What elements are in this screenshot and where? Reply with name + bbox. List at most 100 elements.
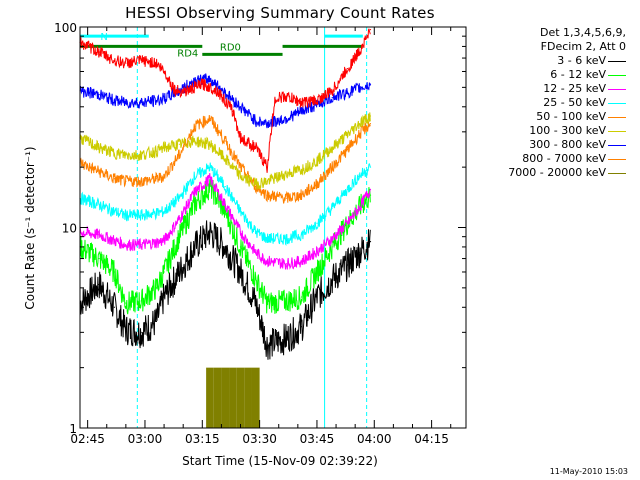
series-1-point-11 [239, 246, 242, 248]
series-3-point-1 [98, 204, 100, 206]
series-0-point-19 [358, 251, 360, 254]
series-8-bin-1 [213, 367, 222, 428]
series-2-point-11 [239, 231, 242, 233]
series-1-point-13 [266, 302, 268, 304]
flag-label-0: N [100, 32, 107, 43]
series-5-point-14 [285, 173, 287, 175]
series-8-bin-0 [206, 367, 214, 428]
x-axis-label: Start Time (15-Nov-09 02:39:22) [182, 454, 378, 468]
series-5-point-17 [331, 147, 333, 149]
series-6-line [79, 73, 371, 129]
series-2-point-3 [125, 244, 127, 246]
series-4-point-19 [358, 134, 360, 136]
series-9-point-10 [216, 90, 219, 92]
series-9-point-18 [316, 99, 318, 102]
legend-item-1: 6 - 12 keV [478, 68, 628, 82]
series-5-point-5 [155, 150, 158, 152]
series-9-point-11 [232, 110, 234, 112]
series-3-point-17 [331, 207, 333, 209]
x-tick-label-3: 03:30 [242, 432, 277, 446]
series-9 [79, 28, 372, 173]
series-6-point-6 [163, 97, 165, 100]
series-6 [79, 73, 372, 129]
series-2-point-9 [209, 178, 211, 180]
legend-item-5: 100 - 300 keV [478, 124, 628, 138]
series-6-point-11 [239, 106, 242, 108]
footer-timestamp: 11-May-2010 15:03 [549, 467, 628, 476]
series-5 [79, 112, 372, 191]
series-0-point-1 [98, 283, 100, 286]
series-6-point-13 [266, 122, 268, 125]
series-9-point-12 [239, 137, 242, 139]
series-1-point-15 [301, 296, 303, 298]
series-4-point-13 [266, 194, 268, 196]
series-1-point-7 [178, 236, 180, 238]
series-6-point-15 [301, 110, 303, 112]
series-4-point-10 [224, 140, 226, 142]
series-1-point-16 [316, 271, 318, 273]
series-2-point-14 [285, 263, 287, 265]
series-9-point-9 [201, 83, 203, 85]
series-4 [79, 114, 372, 204]
legend-swatch [608, 75, 626, 76]
series-0-point-6 [163, 296, 165, 298]
series-2-point-2 [113, 240, 115, 242]
series-4-point-1 [98, 171, 100, 173]
series-6-point-12 [255, 120, 257, 122]
legend-swatch [608, 145, 626, 146]
y-axis-label: Count Rate (s⁻¹ detector⁻¹) [23, 146, 37, 310]
legend-item-8: 7000 - 20000 keV [478, 166, 628, 180]
series-4-point-17 [331, 166, 333, 168]
series-5-point-12 [255, 183, 257, 185]
series-3-point-12 [255, 231, 257, 233]
series-8-bin-6 [251, 367, 260, 428]
x-tick-label-1: 03:00 [128, 432, 163, 446]
series-6-point-3 [125, 101, 127, 104]
series-4-point-3 [125, 180, 127, 182]
series-0-point-8 [194, 246, 196, 248]
legend-swatch [608, 159, 626, 160]
series-2-point-4 [140, 244, 142, 246]
series-0-point-16 [316, 296, 318, 298]
series-6-point-1 [98, 94, 100, 96]
series-5-point-13 [266, 180, 268, 182]
series-3-point-2 [113, 211, 115, 213]
x-tick-label-4: 03:45 [300, 432, 335, 446]
series-5-point-2 [113, 152, 115, 154]
legend-swatch [608, 89, 626, 90]
x-tick-label-2: 03:15 [185, 432, 220, 446]
series-9-point-3 [125, 62, 127, 64]
series-4-point-12 [255, 185, 257, 188]
series-5-point-3 [125, 154, 127, 156]
series-6-point-20 [369, 84, 372, 86]
series-8-bin-2 [221, 367, 230, 428]
series-3-point-7 [178, 197, 180, 199]
series-0-point-4 [140, 331, 142, 333]
series-2-point-6 [163, 240, 165, 242]
series-9-point-13 [255, 147, 257, 149]
series-2-point-8 [194, 191, 196, 193]
series-2-point-17 [331, 238, 333, 240]
x-tick-label-5: 04:00 [357, 432, 392, 446]
series-2-point-20 [369, 188, 372, 190]
series-5-point-11 [239, 175, 242, 177]
series-2-point-18 [346, 222, 349, 224]
legend-swatch [608, 103, 626, 104]
series-2-point-10 [224, 204, 226, 206]
series-8-bin-3 [229, 367, 237, 428]
series-3-point-14 [285, 238, 287, 240]
series-9-point-22 [369, 29, 372, 31]
series-0-point-9 [209, 231, 211, 233]
series-5-point-20 [369, 115, 372, 117]
series-0-point-2 [113, 306, 115, 308]
series-9-point-6 [163, 70, 165, 73]
series-1-point-10 [224, 211, 226, 213]
series-1-point-12 [255, 278, 257, 281]
series-3-point-9 [209, 166, 211, 168]
series-9-point-1 [98, 51, 100, 53]
series-5-point-16 [316, 160, 318, 162]
series-9-point-15 [274, 97, 276, 100]
series-4-point-14 [285, 197, 287, 199]
series-3 [79, 162, 372, 247]
